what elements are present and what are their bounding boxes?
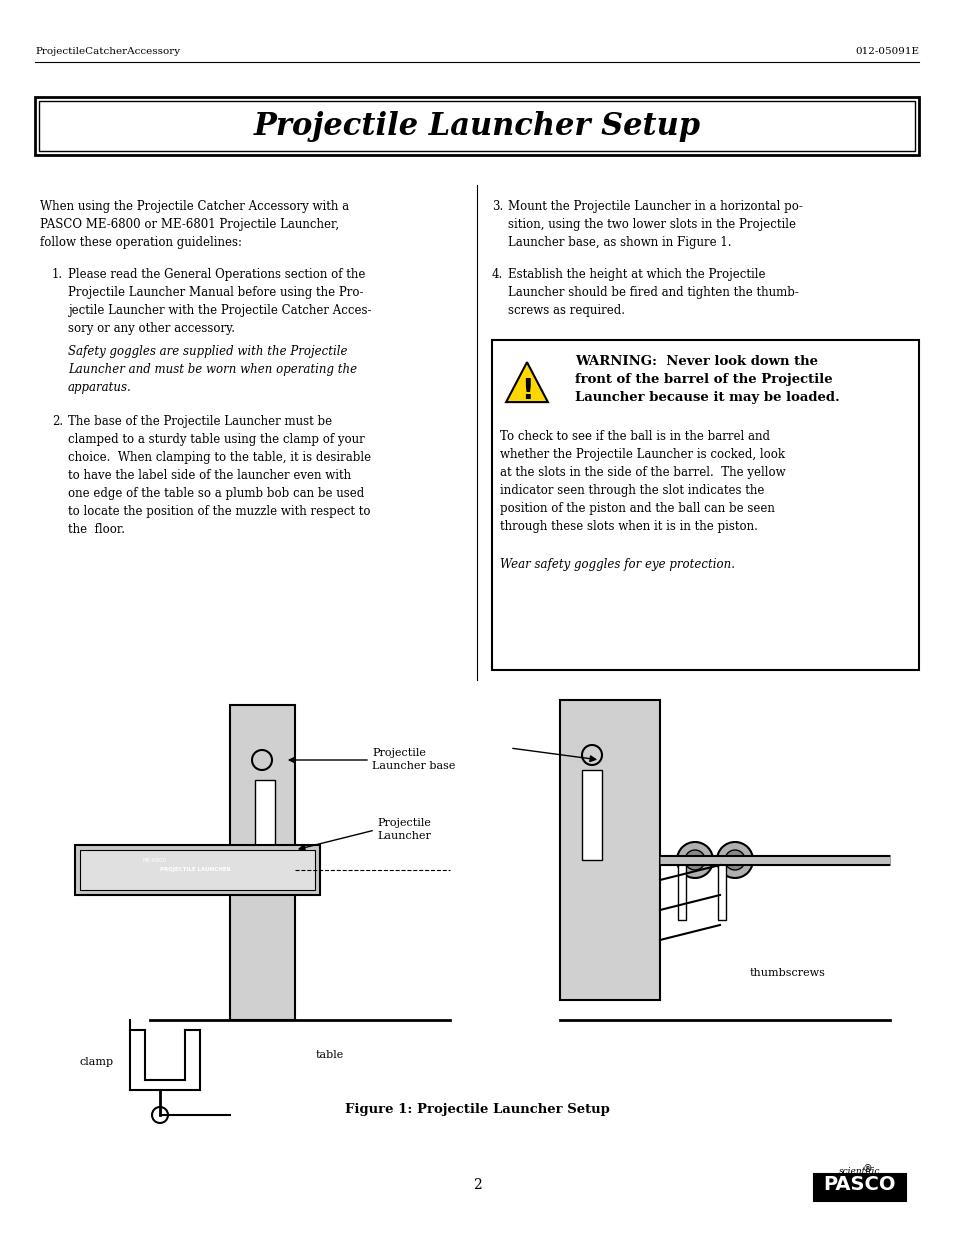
Text: WARNING:  Never look down the
front of the barrel of the Projectile
Launcher bec: WARNING: Never look down the front of th… [575, 354, 839, 404]
Bar [678, 860, 685, 920]
Text: PROJECTILE LAUNCHER: PROJECTILE LAUNCHER [159, 867, 231, 872]
Text: Projectile
Launcher: Projectile Launcher [376, 818, 431, 841]
FancyBboxPatch shape [813, 1174, 905, 1200]
Text: Establish the height at which the Projectile
Launcher should be fired and tighte: Establish the height at which the Projec… [507, 268, 798, 317]
Bar [718, 860, 725, 920]
Circle shape [724, 850, 744, 869]
Text: ME-6800: ME-6800 [143, 857, 167, 862]
Text: PASCO: PASCO [822, 1176, 895, 1194]
Text: Mount the Projectile Launcher in a horizontal po-
sition, using the two lower sl: Mount the Projectile Launcher in a horiz… [507, 200, 802, 249]
Polygon shape [506, 362, 547, 403]
Text: 4.: 4. [492, 268, 503, 282]
Text: table: table [315, 1050, 344, 1060]
Bar [559, 700, 659, 1000]
Text: Safety goggles are supplied with the Projectile
Launcher and must be worn when o: Safety goggles are supplied with the Pro… [68, 345, 356, 394]
Text: Projectile
Launcher base: Projectile Launcher base [372, 748, 455, 771]
Text: clamp: clamp [80, 1057, 114, 1067]
Bar [80, 850, 314, 890]
Text: 3.: 3. [492, 200, 503, 212]
Bar [230, 705, 294, 1020]
Text: 012-05091E: 012-05091E [854, 47, 918, 57]
FancyBboxPatch shape [35, 98, 918, 156]
Circle shape [684, 850, 704, 869]
Text: thumbscrews: thumbscrews [749, 968, 825, 978]
Text: 2.: 2. [52, 415, 63, 429]
FancyBboxPatch shape [492, 340, 918, 671]
Bar [581, 769, 601, 860]
Text: Please read the General Operations section of the
Projectile Launcher Manual bef: Please read the General Operations secti… [68, 268, 371, 335]
Text: When using the Projectile Catcher Accessory with a
PASCO ME-6800 or ME-6801 Proj: When using the Projectile Catcher Access… [40, 200, 349, 249]
Text: 1.: 1. [52, 268, 63, 282]
Text: ProjectileCatcherAccessory: ProjectileCatcherAccessory [35, 47, 180, 57]
Text: ®: ® [862, 1165, 872, 1174]
Text: 2: 2 [472, 1178, 481, 1192]
Text: Projectile Launcher Setup: Projectile Launcher Setup [253, 110, 700, 142]
FancyBboxPatch shape [39, 101, 914, 151]
Text: Wear safety goggles for eye protection.: Wear safety goggles for eye protection. [499, 558, 734, 571]
Text: scientific: scientific [839, 1167, 880, 1176]
Text: To check to see if the ball is in the barrel and
whether the Projectile Launcher: To check to see if the ball is in the ba… [499, 430, 785, 534]
Circle shape [677, 842, 712, 878]
Text: !: ! [520, 377, 533, 405]
Bar [254, 781, 274, 860]
Bar [75, 845, 319, 895]
Text: Figure 1: Projectile Launcher Setup: Figure 1: Projectile Launcher Setup [344, 1104, 609, 1116]
Circle shape [717, 842, 752, 878]
Text: The base of the Projectile Launcher must be
clamped to a sturdy table using the : The base of the Projectile Launcher must… [68, 415, 371, 536]
